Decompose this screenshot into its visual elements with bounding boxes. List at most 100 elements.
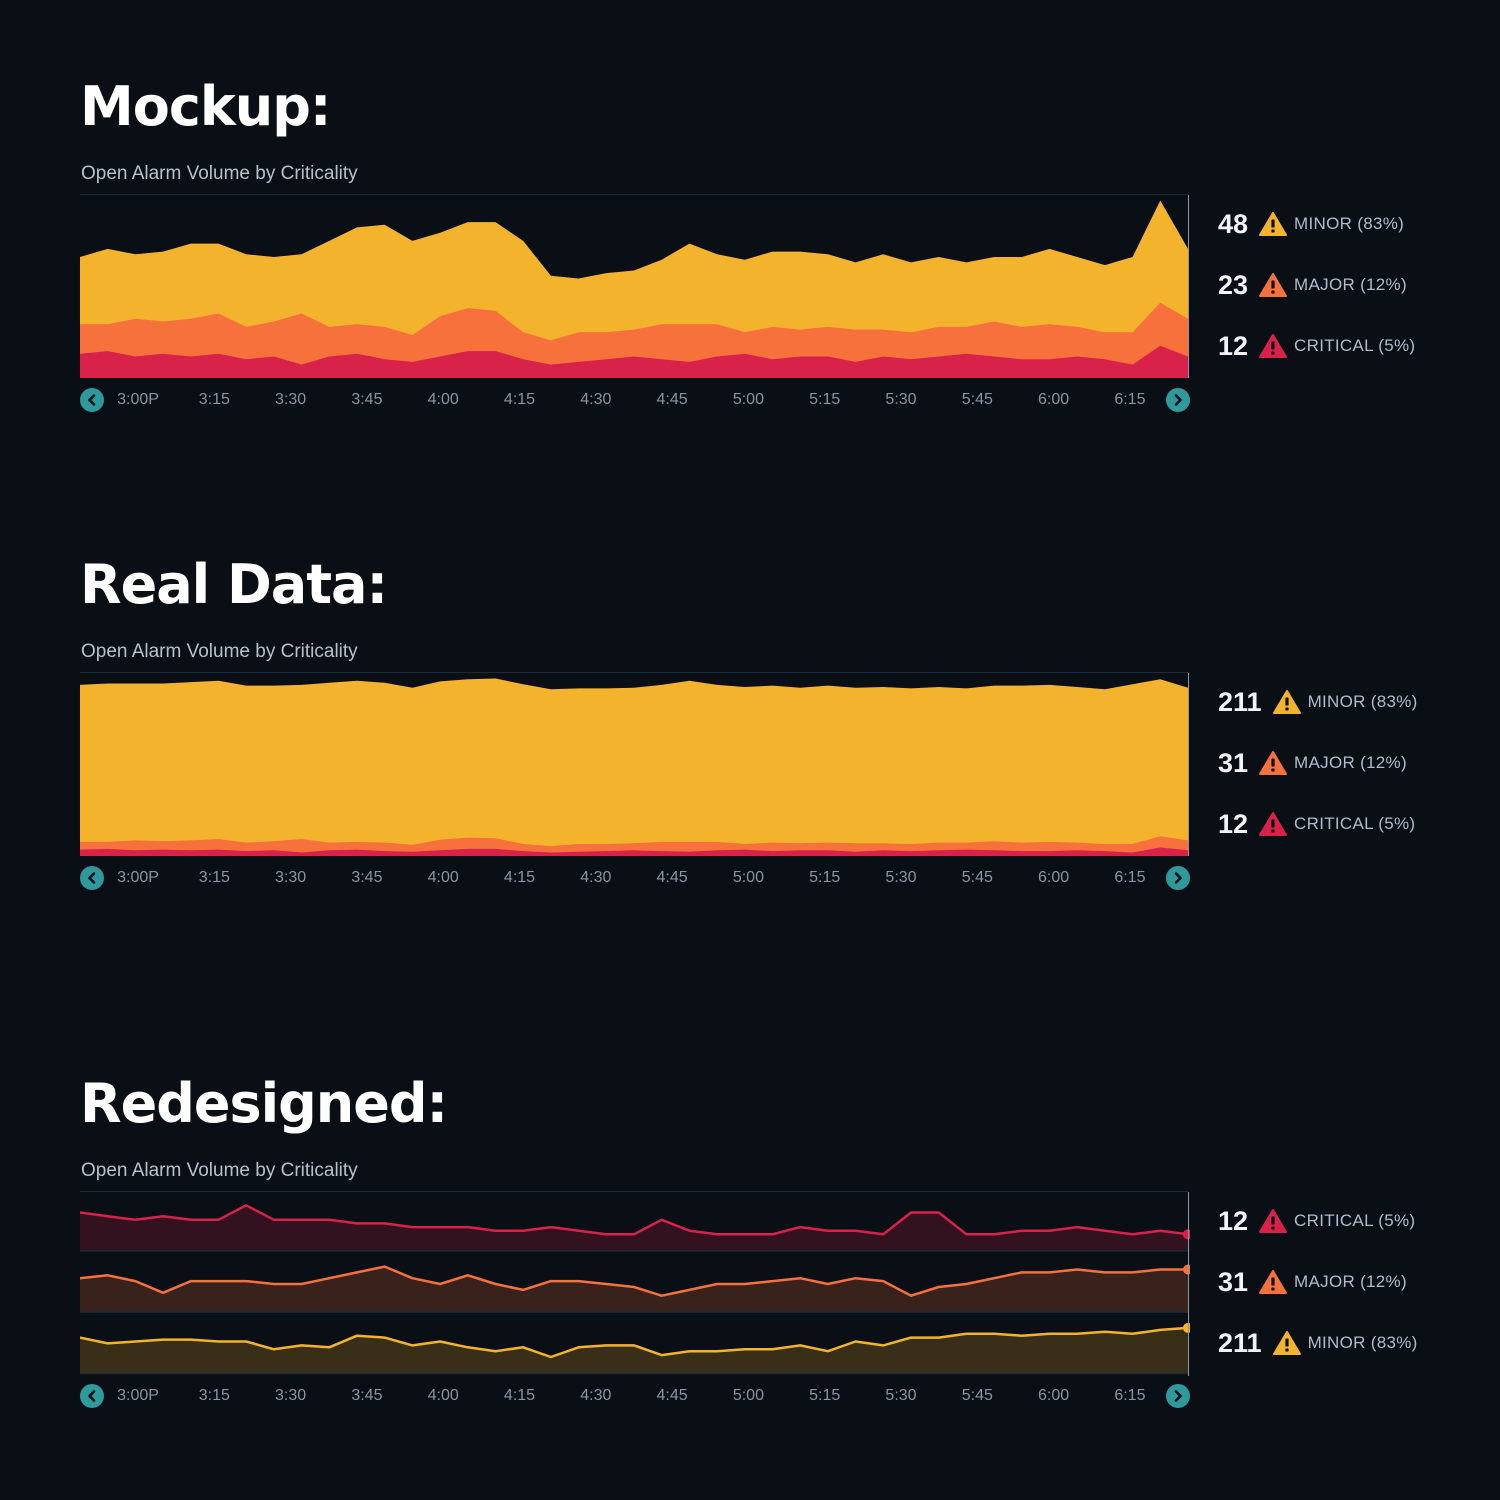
criticality-label: CRITICAL (5%): [1294, 336, 1416, 355]
chart-top-rule: [80, 194, 1188, 195]
time-axis: 3:00P 3:15 3:30 3:45 4:00 4:15 4:30 4:45 5:00 5:1…: [80, 388, 1190, 414]
critical-area: [80, 1205, 1188, 1251]
x-tick-label: 4:00: [427, 1387, 459, 1404]
x-tick-label: 5:15: [809, 869, 841, 886]
next-period-button[interactable]: [1166, 866, 1190, 890]
legend-item-critical[interactable]: 12 CRITICAL (5%): [1218, 329, 1415, 363]
criticality-label: MAJOR (12%): [1294, 1272, 1407, 1291]
x-tick-label: 4:00: [427, 869, 459, 886]
chevron-left-icon: [88, 1390, 96, 1402]
alarm-count: 211: [1218, 1327, 1262, 1358]
warning-triangle-icon: [1259, 812, 1288, 836]
x-tick-label: 6:00: [1038, 391, 1070, 408]
legend-item-minor[interactable]: 211 MINOR (83%): [1218, 1326, 1418, 1360]
x-tick-label: 3:15: [198, 391, 230, 408]
minor-area: [80, 1327, 1188, 1373]
chevron-right-icon: [1174, 394, 1182, 406]
section-redesigned: Redesigned: Open Alarm Volume by Critica…: [80, 0, 1440, 1440]
x-tick-label: 5:45: [961, 869, 993, 886]
major-line: [80, 1265, 1188, 1297]
current-time-marker: [1188, 1192, 1189, 1376]
x-tick-label: 3:30: [275, 1387, 307, 1404]
x-tick-label: 4:00: [427, 391, 459, 408]
section-title: Real Data:: [80, 553, 388, 616]
x-tick-label: 5:30: [885, 869, 917, 886]
next-period-button[interactable]: [1166, 388, 1190, 412]
alarm-count: 48: [1218, 208, 1249, 239]
legend-item-minor[interactable]: 211 MINOR (83%): [1218, 685, 1418, 719]
section-title: Mockup:: [80, 75, 331, 138]
warning-triangle-icon: [1259, 1270, 1288, 1294]
criticality-label: MINOR (83%): [1307, 1333, 1418, 1352]
small-multiples-line-plot: [80, 1192, 1190, 1376]
x-tick-label: 5:45: [961, 391, 993, 408]
section-title: Redesigned:: [80, 1072, 448, 1135]
major-area: [80, 1266, 1188, 1312]
time-axis: 3:00P 3:15 3:30 3:45 4:00 4:15 4:30 4:45 5:00 5:1…: [80, 1384, 1190, 1410]
alarm-count: 12: [1218, 1205, 1249, 1236]
prev-period-button[interactable]: [80, 388, 104, 412]
alarm-count: 12: [1218, 808, 1249, 839]
current-time-marker: [1188, 195, 1189, 378]
stacked-area-plot: [80, 673, 1190, 856]
x-tick-label: 5:30: [885, 391, 917, 408]
chart-title: Open Alarm Volume by Criticality: [81, 641, 358, 662]
chevron-left-icon: [88, 394, 96, 406]
legend-item-minor[interactable]: 48 MINOR (83%): [1218, 207, 1404, 241]
critical-line: [80, 1204, 1189, 1236]
chart-top-rule: [80, 672, 1188, 673]
stacked-area-plot: [80, 195, 1190, 378]
critical-area: [80, 345, 1188, 378]
x-tick-label: 4:30: [580, 391, 612, 408]
x-tick-label: 6:15: [1114, 869, 1146, 886]
warning-triangle-icon: [1259, 751, 1288, 775]
x-tick-label: 5:15: [809, 391, 841, 408]
legend-item-major[interactable]: 31 MAJOR (12%): [1218, 1265, 1407, 1299]
section-mockup: Mockup: Open Alarm Volume by Criticality…: [80, 0, 1440, 440]
x-tick-label: 4:45: [656, 1387, 688, 1404]
x-tick-label: 6:15: [1114, 1387, 1146, 1404]
warning-triangle-icon: [1259, 212, 1288, 236]
legend-item-critical[interactable]: 12 CRITICAL (5%): [1218, 807, 1415, 841]
critical-area: [80, 847, 1188, 856]
prev-period-button[interactable]: [80, 866, 104, 890]
alarm-count: 31: [1218, 1266, 1249, 1297]
x-tick-label: 3:45: [351, 391, 383, 408]
x-tick-label: 4:15: [503, 869, 536, 886]
alarm-count: 12: [1218, 330, 1249, 361]
x-tick-label: 3:45: [351, 869, 383, 886]
x-tick-label: 6:00: [1038, 1387, 1070, 1404]
x-tick-label: 4:30: [580, 1387, 612, 1404]
x-tick-label: 3:15: [198, 869, 230, 886]
chart-top-rule: [80, 1191, 1188, 1192]
prev-period-button[interactable]: [80, 1384, 104, 1408]
x-tick-label: 3:15: [198, 1387, 230, 1404]
warning-triangle-icon: [1259, 334, 1288, 358]
alarm-count: 211: [1218, 686, 1262, 717]
alarm-count: 23: [1218, 269, 1249, 300]
minor-line: [80, 1326, 1189, 1359]
x-tick-label: 5:30: [885, 1387, 917, 1404]
x-tick-label: 5:00: [732, 391, 764, 408]
criticality-label: CRITICAL (5%): [1294, 814, 1416, 833]
x-tick-label: 4:30: [580, 869, 612, 886]
x-tick-label: 5:45: [961, 1387, 993, 1404]
x-tick-label: 3:00P: [117, 391, 159, 408]
chart-title: Open Alarm Volume by Criticality: [81, 163, 358, 184]
chevron-right-icon: [1174, 872, 1182, 884]
chart-title: Open Alarm Volume by Criticality: [81, 1160, 358, 1181]
warning-triangle-icon: [1272, 1331, 1301, 1355]
warning-triangle-icon: [1259, 1209, 1288, 1233]
legend-item-major[interactable]: 31 MAJOR (12%): [1218, 746, 1407, 780]
next-period-button[interactable]: [1166, 1384, 1190, 1408]
legend-item-major[interactable]: 23 MAJOR (12%): [1218, 268, 1407, 302]
x-tick-label: 6:00: [1038, 869, 1070, 886]
time-axis: 3:00P 3:15 3:30 3:45 4:00 4:15 4:30 4:45 5:00 5:1…: [80, 866, 1190, 892]
criticality-label: MINOR (83%): [1294, 214, 1405, 233]
legend-item-critical[interactable]: 12 CRITICAL (5%): [1218, 1204, 1415, 1238]
x-tick-label: 3:00P: [117, 869, 159, 886]
x-tick-label: 4:45: [656, 391, 688, 408]
x-tick-label: 5:00: [732, 869, 764, 886]
x-tick-label: 3:00P: [117, 1387, 159, 1404]
criticality-label: MAJOR (12%): [1294, 753, 1407, 772]
